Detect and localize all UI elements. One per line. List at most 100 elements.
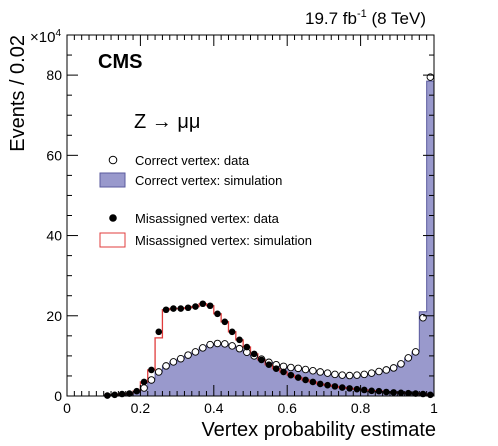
misassigned-data-point — [140, 378, 148, 386]
legend-marker-blue-fill — [99, 172, 126, 188]
x-tick-label: 0.8 — [351, 400, 371, 416]
correct-data-point — [375, 367, 383, 376]
y-tick-label: 40 — [46, 228, 62, 244]
misassigned-data-point — [258, 356, 265, 364]
misassigned-data-point — [184, 304, 192, 312]
x-tick-label: 0.4 — [204, 400, 224, 416]
misassigned-data-layer — [104, 300, 434, 399]
misassigned-data-point — [382, 388, 390, 396]
correct-data-point — [199, 344, 207, 352]
correct-data-point — [191, 348, 200, 356]
misassigned-data-point — [126, 390, 133, 397]
correct-data-point — [221, 340, 229, 348]
x-axis-title: Vertex probability estimate — [201, 419, 436, 441]
correct-data-point — [169, 358, 178, 366]
misassigned-data-point — [302, 376, 309, 384]
experiment-label: CMS — [98, 51, 142, 73]
misassigned-data-point — [412, 390, 419, 397]
misassigned-data-point — [250, 350, 258, 358]
misassigned-data-point — [155, 328, 163, 336]
y-axis-title: Events / 0.02 — [7, 35, 29, 152]
misassigned-data-point — [368, 387, 375, 395]
legend-label-misassigned-data: Misassigned vertex: data — [135, 211, 280, 226]
correct-data-point — [154, 368, 163, 376]
x-tick-label: 0.2 — [131, 400, 151, 416]
correct-data-point — [404, 354, 413, 362]
correct-data-point — [301, 365, 310, 374]
correct-data-point — [316, 368, 324, 376]
y-tick-label: 20 — [46, 308, 62, 324]
y-tick-label: 60 — [46, 147, 62, 163]
y-multiplier-exponent: 4 — [55, 28, 61, 39]
process-annotation: Z → μμ — [134, 111, 200, 133]
misassigned-data-point — [316, 380, 324, 388]
correct-data-point — [184, 351, 192, 359]
correct-data-point — [206, 340, 214, 349]
lumi-label: 19.7 fb-1 (8 TeV) — [305, 8, 426, 28]
correct-data-point — [360, 370, 369, 379]
misassigned-data-point — [170, 305, 177, 312]
misassigned-data-point — [331, 383, 339, 390]
misassigned-data-point — [221, 318, 229, 326]
correct-data-layer — [140, 73, 435, 392]
misassigned-data-point — [162, 306, 170, 314]
legend-label-correct-simulation: Correct vertex: simulation — [135, 173, 282, 188]
misassigned-data-point — [427, 391, 434, 399]
misassigned-data-point — [287, 371, 295, 379]
misassigned-data-point — [338, 384, 346, 391]
legend-label-misassigned-simulation: Misassigned vertex: simulation — [135, 233, 312, 248]
legend: Correct vertex: data Correct vertex: sim… — [99, 153, 312, 248]
misassigned-data-point — [280, 368, 287, 376]
misassigned-data-point — [405, 389, 412, 397]
misassigned-data-point — [243, 343, 251, 351]
y-tick-label: 0 — [54, 388, 62, 404]
correct-data-point — [279, 362, 288, 371]
misassigned-data-point — [177, 305, 185, 312]
misassigned-data-point — [133, 387, 141, 395]
misassigned-data-point — [309, 378, 317, 386]
correct-data-point — [147, 376, 156, 384]
misassigned-data-point — [265, 361, 273, 369]
correct-data-point — [177, 354, 185, 363]
misassigned-data-point — [214, 310, 221, 318]
misassigned-data-point — [360, 386, 368, 394]
correct-data-point — [323, 369, 332, 377]
legend-marker-red-box — [99, 232, 126, 248]
correct-data-point — [162, 362, 170, 370]
misassigned-data-point — [148, 366, 155, 374]
misassigned-data-point — [353, 385, 361, 393]
correct-data-point — [228, 342, 236, 350]
correct-data-point — [235, 344, 244, 353]
misassigned-data-point — [375, 387, 383, 395]
misassigned-data-point — [111, 391, 119, 399]
misassigned-data-point — [294, 374, 302, 381]
legend-label-correct-data: Correct vertex: data — [135, 153, 250, 168]
legend-marker-filled-circle — [109, 214, 117, 222]
misassigned-data-point — [236, 336, 243, 344]
y-tick-label: 80 — [46, 67, 62, 83]
correct-data-point — [389, 364, 398, 372]
misassigned-data-point — [397, 389, 405, 397]
correct-data-point — [345, 371, 354, 380]
correct-data-point — [213, 339, 222, 348]
misassigned-data-point — [346, 385, 353, 392]
correct-data-point — [140, 384, 148, 392]
correct-data-point — [287, 363, 295, 372]
axis-ticks: 0 0.2 0.4 0.6 0.8 1 0 20 40 60 80 — [46, 34, 438, 416]
misassigned-data-point — [206, 302, 214, 310]
x-tick-label: 0 — [63, 400, 71, 416]
correct-data-point — [367, 369, 376, 377]
misassigned-data-point — [324, 381, 331, 389]
energy-label: (8 TeV) — [367, 9, 426, 28]
correct-data-point — [331, 370, 339, 379]
y-multiplier: ×104 — [30, 28, 61, 46]
correct-data-point — [353, 371, 361, 379]
correct-data-point — [411, 348, 420, 356]
lumi-superscript: -1 — [357, 8, 367, 20]
misassigned-data-point — [272, 365, 280, 373]
correct-data-point — [338, 371, 347, 379]
x-tick-label: 1 — [430, 400, 438, 416]
legend-marker-open-circle — [108, 155, 118, 165]
correct-data-point — [382, 366, 391, 374]
correct-data-point — [309, 366, 317, 375]
